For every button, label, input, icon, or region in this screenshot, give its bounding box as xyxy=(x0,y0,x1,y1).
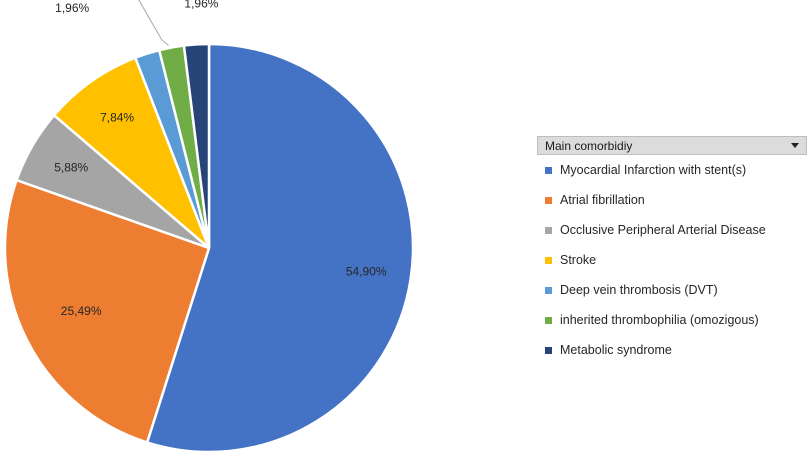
legend-items: Myocardial Infarction with stent(s) Atria… xyxy=(537,155,807,365)
legend-label: inherited thrombophilia (omozigous) xyxy=(560,313,759,327)
legend-label: Myocardial Infarction with stent(s) xyxy=(560,163,747,177)
legend-swatch xyxy=(545,226,552,234)
legend-item-stroke[interactable]: Stroke xyxy=(537,245,807,275)
legend-swatch xyxy=(545,286,552,294)
slice-atrial-fibrillation[interactable] xyxy=(3,178,211,444)
data-label-occlusive-peripheral-arterial-disease: 5,88% xyxy=(54,161,88,175)
data-label-metabolic-syndrome: 1,96% xyxy=(184,0,218,11)
legend-swatch xyxy=(545,196,552,204)
legend: Main comorbidiy Myocardial Infarction wi… xyxy=(537,136,807,365)
legend-label: Occlusive Peripheral Arterial Disease xyxy=(560,223,766,237)
legend-label: Atrial fibrillation xyxy=(560,193,645,207)
legend-swatch xyxy=(545,166,552,174)
legend-filter-dropdown[interactable]: Main comorbidiy xyxy=(537,136,807,155)
legend-item-deep-vein-thrombosis-dvt[interactable]: Deep vein thrombosis (DVT) xyxy=(537,275,807,305)
data-label-stroke: 7,84% xyxy=(100,110,134,124)
legend-item-myocardial-infarction-with-stent-s[interactable]: Myocardial Infarction with stent(s) xyxy=(537,155,807,185)
chevron-down-icon[interactable] xyxy=(791,143,799,148)
legend-swatch xyxy=(545,316,552,324)
legend-label: Deep vein thrombosis (DVT) xyxy=(560,283,718,297)
slice-metabolic-syndrome[interactable] xyxy=(182,42,211,249)
legend-item-occlusive-peripheral-arterial-disease[interactable]: Occlusive Peripheral Arterial Disease xyxy=(537,215,807,245)
legend-label: Metabolic syndrome xyxy=(560,343,672,357)
data-label-myocardial-infarction-with-stent-s: 54,90% xyxy=(346,265,387,279)
pie-slices xyxy=(3,42,415,454)
legend-label: Stroke xyxy=(560,253,597,267)
slice-stroke[interactable] xyxy=(52,56,211,249)
data-label-atrial-fibrillation: 25,49% xyxy=(61,304,102,318)
legend-item-atrial-fibrillation[interactable]: Atrial fibrillation xyxy=(537,185,807,215)
leader-line xyxy=(138,0,169,46)
slice-labels: 54,90%25,49%5,88%7,84%1,96%1,96%1,96% xyxy=(54,0,387,318)
legend-swatch xyxy=(545,256,552,264)
legend-swatch xyxy=(545,346,552,354)
legend-title: Main comorbidiy xyxy=(545,138,633,153)
legend-item-metabolic-syndrome[interactable]: Metabolic syndrome xyxy=(537,335,807,365)
legend-item-inherited-thrombophilia-omozigous[interactable]: inherited thrombophilia (omozigous) xyxy=(537,305,807,335)
slice-myocardial-infarction-with-stent-s[interactable] xyxy=(145,42,415,454)
data-label-deep-vein-thrombosis-dvt: 1,96% xyxy=(55,1,89,15)
